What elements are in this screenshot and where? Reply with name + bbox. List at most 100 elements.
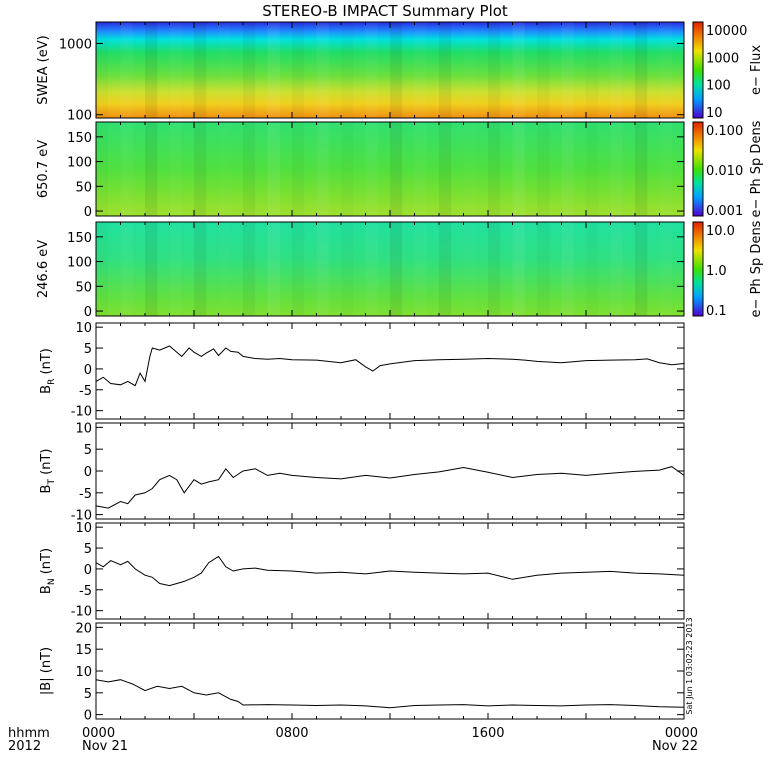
spectrogram-texture — [96, 22, 108, 118]
y-tick-label: 0 — [84, 709, 92, 724]
y-axis-label: 650.7 eV — [36, 140, 51, 198]
y-tick-label: 1000 — [59, 37, 92, 52]
spectrogram-texture — [488, 22, 501, 118]
spectrogram-texture — [635, 122, 648, 216]
x-corner-top: hhmm — [8, 726, 50, 741]
y-tick-label: -10 — [71, 509, 92, 524]
spectrogram-texture — [145, 22, 158, 118]
panel-frame — [95, 322, 685, 420]
y-tick-label: 5 — [84, 687, 92, 702]
spectrogram-texture — [219, 122, 231, 216]
panel-frame — [95, 622, 685, 720]
series-line — [95, 466, 685, 509]
y-axis-label: |B| (nT) — [39, 647, 54, 695]
y-tick-label: 0 — [84, 465, 92, 480]
series-line — [95, 345, 685, 387]
y-tick-label: 150 — [67, 131, 92, 146]
spectrogram-texture — [464, 222, 476, 316]
x-tick-label: 1600 — [471, 726, 504, 741]
spectrogram-texture — [316, 122, 329, 216]
spectrogram-texture — [292, 22, 304, 118]
spectrogram-image — [96, 122, 684, 216]
spectrogram-texture — [586, 22, 598, 118]
x-tick-sublabel: Nov 21 — [82, 739, 128, 754]
spectrogram-texture — [365, 122, 378, 216]
colorbar-tick-label: 1.0 — [706, 264, 727, 279]
y-axis-label: 246.6 eV — [36, 240, 51, 298]
spectrogram-texture — [243, 122, 256, 216]
y-tick-label: -10 — [71, 405, 92, 420]
panel-frame — [95, 522, 685, 620]
x-tick-label: 0000 — [82, 726, 115, 741]
spectrogram-texture — [292, 122, 304, 216]
y-tick-label: 10 — [75, 521, 92, 536]
spectrogram-texture — [660, 122, 672, 216]
y-tick-label: 5 — [84, 542, 92, 557]
y-axis-label: SWEA (eV) — [36, 35, 51, 104]
spectrogram-texture — [635, 222, 648, 316]
spectrogram-texture — [120, 122, 133, 216]
y-axis-label-unit: (nT) — [39, 348, 54, 378]
y-tick-label: 10 — [75, 321, 92, 336]
spectrogram-texture — [194, 122, 207, 216]
y-tick-label: 20 — [75, 621, 92, 636]
colorbar-tick-label: 0.1 — [706, 304, 727, 319]
x-corner-bottom: 2012 — [8, 739, 41, 754]
x-tick-label: 0800 — [275, 726, 308, 741]
spectrogram-texture — [488, 222, 501, 316]
y-tick-label: 100 — [67, 256, 92, 271]
spectrogram-texture — [660, 22, 672, 118]
spectrogram-panel-2: 0 50 100 150 650.7 eV 0.100 0.010 0.001 e− Ph Sp… — [36, 120, 764, 220]
spectrogram-texture — [512, 222, 525, 316]
line-panel-1: -10 -5 0 5 10 BR (nT) — [39, 321, 685, 420]
spectrogram-texture — [464, 122, 476, 216]
y-axis-label: BN (nT) — [39, 548, 57, 594]
spectrogram-texture — [390, 22, 403, 118]
y-axis-label-subscript: T — [47, 479, 57, 486]
y-tick-label: -5 — [79, 487, 92, 502]
y-axis-label-main: B — [39, 385, 54, 394]
spectrogram-texture — [316, 222, 329, 316]
spectrogram-texture — [512, 22, 525, 118]
y-axis-label-main: |B| — [39, 677, 54, 695]
spectrogram-image — [96, 22, 684, 118]
spectrogram-texture — [390, 122, 403, 216]
y-axis-label-unit: (nT) — [39, 647, 54, 677]
y-tick-label: 0 — [84, 363, 92, 378]
spectrogram-texture — [341, 122, 353, 216]
spectrogram-texture — [415, 22, 427, 118]
spectrogram-texture — [365, 222, 378, 316]
colorbar-label: e− Flux — [749, 45, 764, 95]
colorbar-tick-label: 100 — [706, 79, 731, 94]
spectrogram-texture — [660, 222, 672, 316]
colorbar — [692, 21, 704, 119]
spectrogram-panel-3: 0 50 100 150 246.6 eV 10.0 1.0 0.1 e− Ph Sp Dens — [36, 220, 764, 320]
colorbar-tick-label: 10 — [706, 106, 723, 121]
series-line — [95, 679, 685, 709]
spectrogram-texture — [635, 22, 648, 118]
y-tick-label: 0 — [84, 205, 92, 220]
y-tick-label: 10 — [75, 421, 92, 436]
spectrogram-texture — [170, 222, 182, 316]
spectrogram-texture — [243, 22, 256, 118]
spectrogram-panel-1: 100 1000 SWEA (eV) 10000 1000 100 10 e− Flux — [36, 21, 764, 124]
timestamp-label: Sat Jun 1 03:02:23 2013 — [685, 617, 694, 714]
spectrogram-texture — [219, 222, 231, 316]
y-axis-label: BR (nT) — [39, 348, 57, 394]
spectrogram-texture — [194, 222, 207, 316]
spectrogram-texture — [267, 222, 280, 316]
spectrogram-texture — [170, 22, 182, 118]
spectrogram-texture — [96, 222, 108, 316]
y-tick-label: 50 — [75, 280, 92, 295]
spectrogram-texture — [464, 22, 476, 118]
y-tick-label: 50 — [75, 180, 92, 195]
panel-frame — [95, 422, 685, 520]
spectrogram-texture — [586, 122, 598, 216]
colorbar-tick-label: 10000 — [706, 24, 747, 39]
y-axis-label-main: B — [39, 485, 54, 494]
x-tick-sublabel: Nov 22 — [652, 739, 698, 754]
colorbar-tick-label: 0.010 — [706, 164, 743, 179]
